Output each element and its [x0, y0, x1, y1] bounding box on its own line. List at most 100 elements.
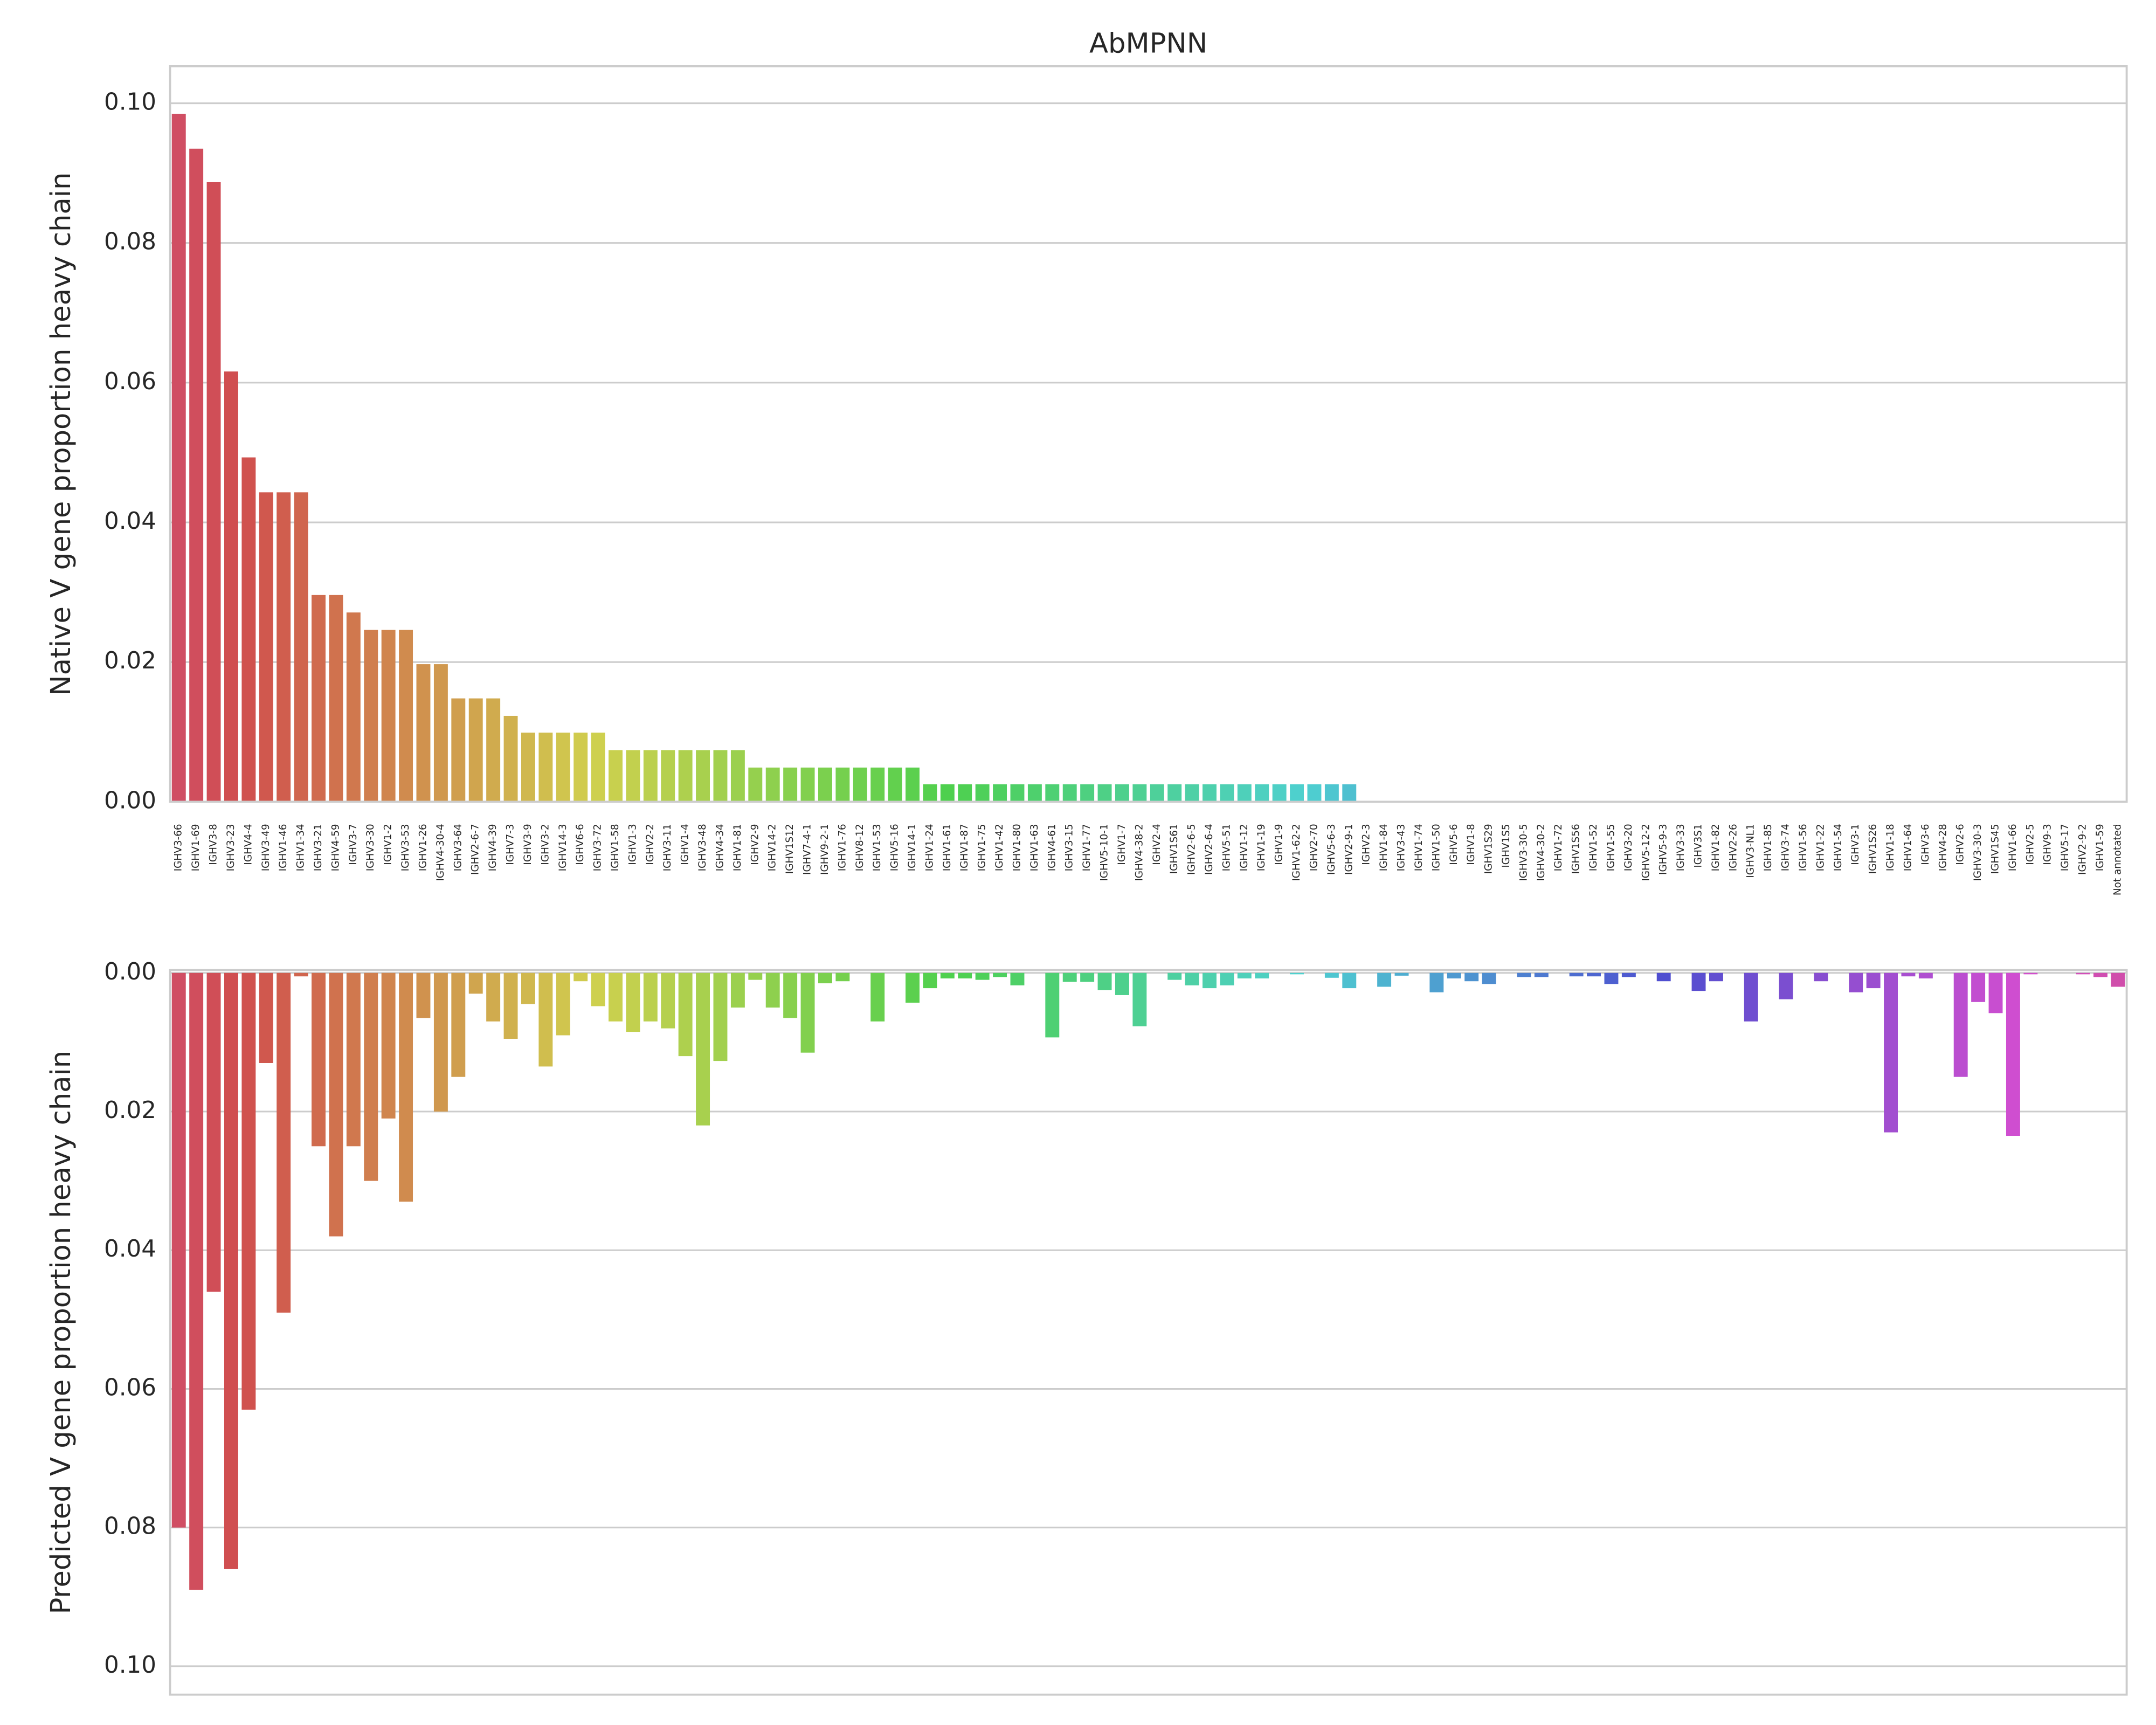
x-tick-label: IGHV14-1 — [907, 824, 918, 871]
x-tick-label: IGHV1-85 — [1763, 824, 1774, 871]
bar — [1884, 972, 1898, 1133]
bar — [1115, 972, 1129, 995]
x-tick-label: IGHV3-11 — [662, 824, 673, 871]
bar — [748, 972, 763, 980]
x-tick-label: Not annotated — [2112, 824, 2123, 895]
bar — [1429, 972, 1444, 992]
bar — [958, 784, 972, 802]
x-tick-label: IGHV3-30-3 — [1972, 824, 1984, 881]
x-tick-label: IGHV7-4-1 — [802, 824, 813, 875]
x-tick-label: IGHV2-3 — [1361, 824, 1372, 865]
bar — [626, 972, 640, 1032]
bar — [1185, 972, 1199, 985]
bar — [573, 733, 588, 802]
bar — [2023, 972, 2038, 975]
bar — [888, 767, 902, 802]
bar — [643, 972, 658, 1022]
bar — [975, 784, 990, 802]
x-tick-label: IGHV1-42 — [994, 824, 1005, 871]
bar — [1167, 972, 1182, 980]
x-tick-label: IGHV1-12 — [1239, 824, 1250, 871]
x-tick-label: IGHV4-28 — [1937, 824, 1948, 871]
x-tick-label: IGHV1S56 — [1571, 824, 1582, 874]
bar — [993, 784, 1007, 802]
bar — [381, 630, 396, 802]
bar — [538, 972, 553, 1067]
x-tick-label: IGHV1S26 — [1868, 824, 1879, 874]
chart-title: AbMPNN — [1089, 27, 1207, 59]
bar — [800, 767, 815, 802]
bar — [609, 972, 623, 1022]
bar — [1167, 784, 1182, 802]
bar — [1115, 784, 1129, 802]
x-tick-label: IGHV1-81 — [732, 824, 743, 871]
bar — [171, 113, 186, 802]
bar — [364, 972, 378, 1181]
x-tick-label: IGHV5-17 — [2060, 824, 2071, 871]
bar — [1621, 972, 1636, 977]
bar — [1062, 972, 1077, 982]
bar — [433, 664, 448, 802]
x-tick-label: IGHV3-2 — [540, 824, 551, 865]
y-tick-label: 0.10 — [104, 1652, 156, 1679]
bar — [730, 972, 745, 1008]
bar — [1290, 972, 1304, 975]
x-tick-label: IGHV1-54 — [1833, 824, 1844, 871]
x-tick-label: IGHV3-6 — [1920, 824, 1931, 865]
bar — [1237, 784, 1252, 802]
x-tick-label: IGHV3-74 — [1780, 824, 1792, 871]
x-tick-label: IGHV1S45 — [1990, 824, 2001, 874]
bar — [416, 972, 431, 1018]
x-tick-label: IGHV3-21 — [313, 824, 324, 871]
x-tick-label: IGHV1-72 — [1553, 824, 1564, 871]
bar — [1918, 972, 1933, 979]
x-tick-label: IGHV4-61 — [1046, 824, 1058, 871]
bar — [765, 972, 780, 1008]
x-tick-label: IGHV5-9-3 — [1658, 824, 1669, 875]
x-tick-label: IGHV3-49 — [260, 824, 272, 871]
x-tick-label: IGHV4-30-4 — [435, 824, 446, 881]
x-tick-label: IGHV9-2-1 — [819, 824, 831, 875]
bar — [259, 492, 273, 802]
bar — [696, 750, 710, 802]
x-tick-label: IGHV3-1 — [1850, 824, 1861, 865]
bar — [678, 750, 693, 802]
x-tick-label: IGHV14-2 — [767, 824, 778, 871]
bar — [591, 972, 605, 1006]
x-tick-label: IGHV2-2 — [645, 824, 656, 865]
bar — [1255, 972, 1269, 979]
x-tick-label: IGHV1S12 — [784, 824, 796, 874]
x-tick-label: IGHV3-15 — [1064, 824, 1075, 871]
bar — [1220, 972, 1234, 985]
bar — [206, 972, 221, 1292]
x-tick-label: IGHV1-24 — [924, 824, 935, 871]
x-tick-label: IGHV3-9 — [522, 824, 534, 865]
x-tick-label: IGHV2-6-7 — [470, 824, 481, 875]
x-tick-label: IGHV3S1 — [1693, 824, 1704, 867]
bar — [189, 148, 204, 802]
x-tick-label: IGHV2-70 — [1308, 824, 1319, 871]
bar — [346, 612, 361, 802]
x-tick-label: IGHV1-34 — [295, 824, 307, 871]
bar — [940, 972, 955, 979]
bar — [783, 972, 798, 1018]
x-tick-label: IGHV1S29 — [1483, 824, 1495, 874]
bar — [1185, 784, 1199, 802]
bar — [503, 972, 518, 1039]
bar — [609, 750, 623, 802]
x-tick-label: IGHV4-39 — [487, 824, 499, 871]
bar — [1027, 784, 1042, 802]
bar — [451, 698, 466, 802]
bar — [277, 492, 291, 802]
bar — [853, 767, 867, 802]
x-tick-label: IGHV1-77 — [1081, 824, 1093, 871]
bar — [1447, 972, 1461, 979]
x-tick-label: IGHV1-3 — [627, 824, 638, 865]
bar — [1220, 784, 1234, 802]
bar — [2076, 972, 2090, 975]
bar — [573, 972, 588, 982]
y-tick-label: 0.02 — [104, 1097, 156, 1124]
bar — [1150, 784, 1164, 802]
bar — [1324, 972, 1339, 978]
x-tick-label: IGHV1S61 — [1169, 824, 1180, 874]
